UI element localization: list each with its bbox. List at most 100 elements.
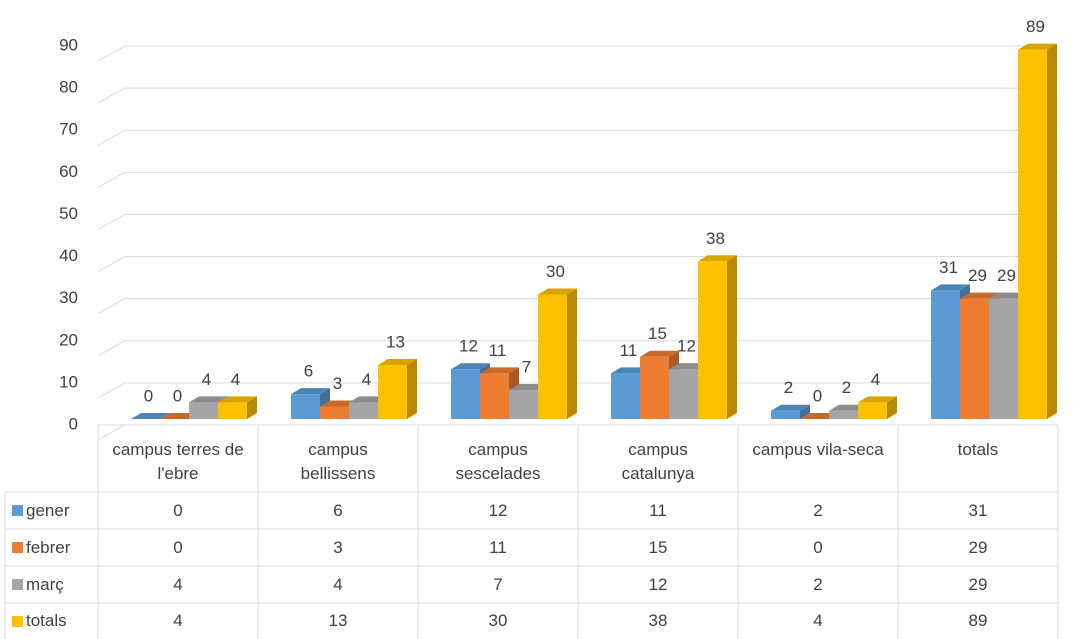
data-label: 6 <box>304 362 313 381</box>
bar-front <box>509 389 538 419</box>
bar-top <box>189 396 228 403</box>
table-cell: 12 <box>648 574 668 594</box>
bar-top <box>218 396 257 403</box>
grid-line <box>97 171 1058 188</box>
bar <box>1018 43 1057 420</box>
y-tick-label: 30 <box>59 288 78 307</box>
y-tick-label: 40 <box>59 246 78 265</box>
bar-front <box>349 402 378 419</box>
bar <box>378 359 417 419</box>
bar-side <box>727 255 737 419</box>
data-label: 29 <box>997 266 1016 285</box>
legend-label: gener <box>26 500 70 520</box>
data-label: 12 <box>459 337 478 356</box>
data-label: 4 <box>202 370 211 389</box>
bar <box>480 367 519 419</box>
y-tick-label: 80 <box>59 78 78 97</box>
y-tick-label: 0 <box>69 414 78 433</box>
table-cell: 89 <box>968 611 988 630</box>
data-label: 11 <box>620 341 638 360</box>
legend-entry: febrer <box>6 529 98 566</box>
bar-front <box>538 294 567 419</box>
bar-top <box>698 255 737 262</box>
category-header: campus sescelades <box>455 440 541 483</box>
bar-top <box>931 284 970 291</box>
data-label: 12 <box>677 337 696 356</box>
bar-top <box>131 413 170 419</box>
bar-side <box>800 404 810 419</box>
table-cell: 31 <box>968 500 988 520</box>
data-label: 13 <box>386 333 405 352</box>
bar-front <box>189 402 218 419</box>
legend-swatch <box>12 505 23 516</box>
bar-side <box>887 396 897 419</box>
bar-side <box>247 396 257 419</box>
data-label: 7 <box>522 357 531 376</box>
bar <box>858 396 897 419</box>
y-tick-label: 10 <box>59 372 78 391</box>
bar-side <box>407 359 417 419</box>
table-cell: 15 <box>648 537 668 557</box>
bar-top <box>1018 43 1057 50</box>
table-cell: 4 <box>813 611 823 630</box>
table-cell: 13 <box>328 611 348 630</box>
bar-front <box>291 394 320 419</box>
bar-top <box>480 367 519 374</box>
grid-line <box>97 87 1058 104</box>
bar-top <box>640 350 679 357</box>
bar-front <box>858 402 887 419</box>
legend-entry: gener <box>6 492 98 529</box>
bar-front <box>829 410 858 419</box>
grid-line <box>97 340 1058 357</box>
data-label: 29 <box>968 266 987 285</box>
bar-top <box>858 396 897 403</box>
table-cell: 11 <box>489 537 507 557</box>
legend-swatch <box>12 542 23 553</box>
legend-entry: març <box>6 566 98 603</box>
bar-side <box>567 288 577 419</box>
y-tick-label: 70 <box>59 120 78 139</box>
bar-front <box>378 365 407 419</box>
bar-front <box>931 290 960 419</box>
data-label: 89 <box>1026 17 1045 36</box>
grid-line <box>97 298 1058 315</box>
bar-front <box>960 298 989 419</box>
legend-swatch <box>12 579 23 590</box>
bar <box>538 288 577 419</box>
bar <box>771 404 810 419</box>
table-cell: 30 <box>488 611 508 630</box>
y-tick-label: 60 <box>59 162 78 181</box>
bar-front <box>451 369 480 419</box>
bar-front <box>698 261 727 419</box>
data-label: 4 <box>362 370 371 389</box>
table-cell: 6 <box>333 500 343 520</box>
grid-line <box>97 382 1058 399</box>
table-cell: 2 <box>813 574 823 594</box>
table-cell: 0 <box>173 537 183 557</box>
grid-line <box>97 45 1058 62</box>
data-label: 31 <box>939 258 958 277</box>
table-cell: 29 <box>968 537 988 557</box>
table-cell: 4 <box>173 611 183 630</box>
bar-front <box>480 373 509 419</box>
table-cell: 11 <box>649 500 667 520</box>
data-label: 4 <box>231 370 240 389</box>
table-cell: 0 <box>813 537 823 557</box>
y-tick-label: 90 <box>59 35 78 54</box>
table-cell: 0 <box>173 500 183 520</box>
data-label: 2 <box>842 378 851 397</box>
data-label: 4 <box>871 370 880 389</box>
data-label: 0 <box>144 386 153 405</box>
table-cell: 2 <box>813 500 823 520</box>
table-cell: 3 <box>333 537 343 557</box>
bar-top <box>378 359 417 366</box>
data-label: 0 <box>813 386 822 405</box>
bar <box>218 396 257 419</box>
legend-entry: totals <box>6 603 98 639</box>
data-label: 2 <box>784 378 793 397</box>
category-header: campus terres de l'ebre <box>112 440 244 483</box>
table-cell: 29 <box>968 574 988 594</box>
bar-front <box>771 410 800 419</box>
